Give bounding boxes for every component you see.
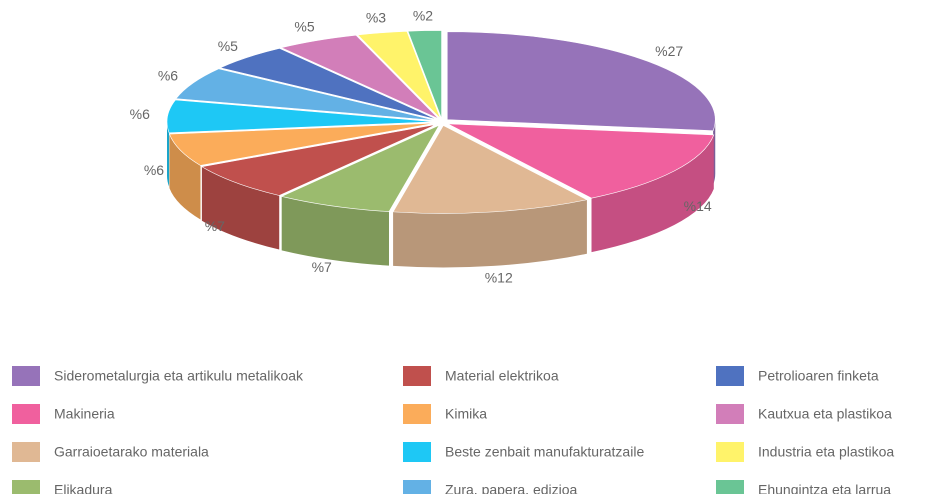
legend-swatch (403, 404, 431, 424)
slice (392, 125, 588, 214)
legend-label: Kimika (445, 406, 487, 422)
slice (447, 123, 715, 199)
slice-side (281, 196, 390, 266)
legend-label: Siderometalurgia eta artikulu metalikoak (54, 368, 304, 384)
legend-label: Industria eta plastikoa (758, 444, 894, 460)
legend-label: Zura, papera, edizioa (445, 482, 578, 494)
legend-swatch (403, 442, 431, 462)
slice (357, 30, 441, 119)
legend-swatch (716, 442, 744, 462)
slice-side (167, 121, 170, 187)
value-label: %2 (413, 7, 433, 23)
legend-swatch (716, 366, 744, 386)
slice (407, 30, 442, 119)
legend-label: Beste zenbait manufakturatzaile (445, 444, 644, 460)
legend-label: Elikadura (54, 482, 113, 494)
slice-side (201, 166, 280, 250)
slice-side (393, 199, 587, 268)
legend-swatch (12, 404, 40, 424)
legend-swatch (403, 366, 431, 386)
value-label: %5 (218, 38, 238, 54)
legend-swatch (12, 366, 40, 386)
slice-side (169, 134, 201, 220)
legend-swatch (12, 442, 40, 462)
slice (280, 34, 440, 120)
legend-swatch (716, 404, 744, 424)
legend-label: Ehungintza eta larrua (758, 482, 891, 494)
value-label: %27 (655, 43, 683, 59)
slice-side (591, 134, 714, 253)
value-label: %5 (294, 19, 314, 35)
legend-swatch (716, 480, 744, 494)
slice (219, 48, 438, 120)
legend-swatch (403, 480, 431, 494)
slice (201, 124, 437, 196)
legend-label: Kautxua eta plastikoa (758, 406, 892, 422)
legend-label: Makineria (54, 406, 115, 422)
value-label: %7 (312, 259, 332, 275)
slice (166, 99, 436, 134)
legend-label: Petrolioaren finketa (758, 368, 879, 384)
legend-swatch (12, 480, 40, 494)
legend-label: Garraioetarako materiala (54, 444, 209, 460)
value-label: %6 (158, 68, 178, 84)
value-label: %7 (205, 218, 225, 234)
value-label: %12 (485, 269, 513, 285)
slice (280, 124, 440, 212)
slice (446, 31, 716, 132)
legend-label: Material elektrikoa (445, 368, 559, 384)
slice (169, 122, 436, 166)
value-label: %3 (366, 10, 386, 26)
value-label: %6 (130, 106, 150, 122)
value-label: %6 (144, 162, 164, 178)
value-label: %14 (684, 198, 712, 214)
slice (175, 68, 436, 121)
